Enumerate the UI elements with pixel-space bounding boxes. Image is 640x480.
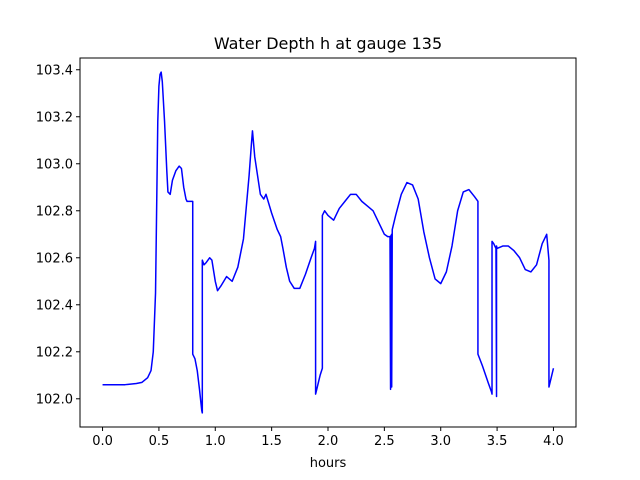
y-tick-label: 102.8: [36, 204, 73, 219]
y-tick-label: 102.2: [36, 345, 73, 360]
y-tick-label: 102.4: [36, 298, 73, 313]
x-tick-label: 0.5: [149, 434, 170, 449]
x-tick-label: 3.0: [430, 434, 451, 449]
series-line-1: [102, 71, 555, 414]
y-tick-label: 103.2: [36, 110, 73, 125]
y-axis: 102.0 102.2 102.4 102.6 102.8 103.0 103.2 103.4: [36, 63, 80, 407]
x-tick-label: 1.0: [205, 434, 226, 449]
x-tick-label: 4.0: [543, 434, 564, 449]
x-tick-label: 3.5: [487, 434, 508, 449]
x-tick-label: 0.0: [92, 434, 113, 449]
x-tick-label: 1.5: [261, 434, 282, 449]
x-axis-title: hours: [310, 456, 347, 471]
y-tick-label: 103.0: [36, 157, 73, 172]
y-tick-label: 102.6: [36, 251, 73, 266]
x-axis: 0.0 0.5 1.0 1.5 2.0 2.5 3.0 3.5 4.0: [92, 427, 564, 449]
chart-title: Water Depth h at gauge 135: [214, 34, 442, 53]
y-tick-label: 103.4: [36, 63, 73, 78]
x-tick-label: 2.5: [374, 434, 395, 449]
y-tick-label: 102.0: [36, 392, 73, 407]
x-tick-label: 2.0: [318, 434, 339, 449]
